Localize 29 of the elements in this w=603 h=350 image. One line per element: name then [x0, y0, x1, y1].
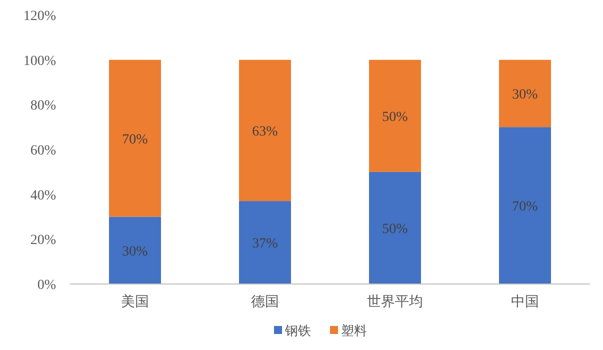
bar [499, 60, 551, 128]
y-tick-label: 20% [30, 233, 56, 248]
data-label: 50% [382, 110, 408, 125]
y-tick-label: 0% [37, 278, 56, 293]
bar [499, 127, 551, 284]
y-tick-label: 120% [23, 9, 56, 24]
y-tick-label: 100% [23, 54, 56, 69]
x-tick-label: 中国 [511, 294, 539, 310]
legend-label: 钢铁 [284, 323, 311, 338]
bar [369, 60, 421, 172]
legend-label: 塑料 [341, 323, 367, 338]
y-tick-label: 40% [30, 188, 56, 204]
x-tick-label: 德国 [251, 294, 279, 310]
bar [109, 60, 161, 217]
bar [239, 60, 291, 202]
data-label: 37% [252, 236, 278, 252]
y-tick-label: 80% [30, 98, 56, 114]
y-tick-label: 60% [30, 144, 56, 158]
data-label: 30% [512, 87, 538, 102]
x-tick-label: 世界平均 [367, 294, 423, 310]
data-label: 30% [122, 244, 148, 260]
bar [239, 201, 291, 284]
data-label: 63% [252, 124, 278, 140]
data-label: 70% [512, 200, 538, 215]
data-label: 70% [122, 132, 148, 148]
bar [109, 216, 161, 284]
bar [369, 172, 421, 284]
data-label: 50% [382, 222, 408, 237]
x-tick-label: 美国 [121, 294, 149, 310]
